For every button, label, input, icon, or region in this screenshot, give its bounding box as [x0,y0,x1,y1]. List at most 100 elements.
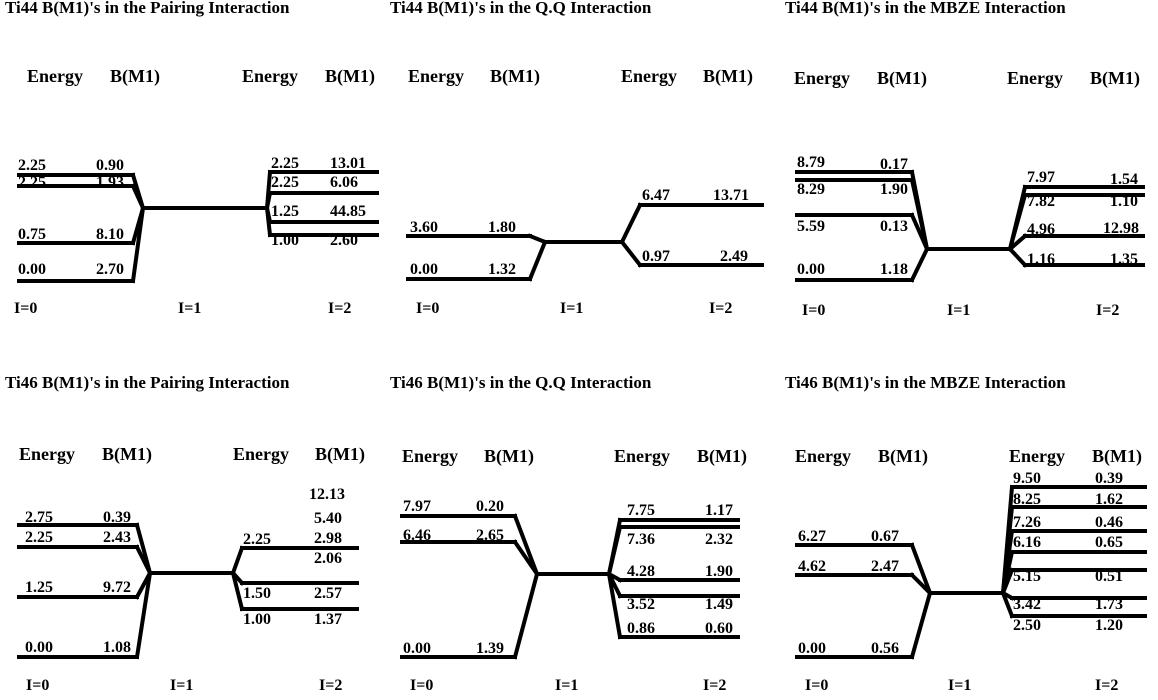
header-bm1-left: B(M1) [878,446,928,466]
level-energy: 6.27 [798,528,826,545]
header-energy-left: Energy [19,444,75,464]
level-bm1: 0.51 [1095,568,1123,585]
level-bm1: 1.37 [314,611,342,628]
level-energy: 7.97 [1027,169,1055,186]
level-energy: 1.00 [243,611,271,628]
level-energy: 2.25 [18,174,46,191]
level-bm1: 1.49 [705,596,733,613]
level-bm1: 0.60 [705,620,733,637]
level-bm1: 1.80 [488,219,516,236]
level-energy: 0.00 [410,261,438,278]
level-bm1: 0.17 [880,156,908,173]
level-energy: 7.36 [627,531,655,548]
level-scheme [795,484,1147,660]
level-bm1: 2.57 [314,585,342,602]
header-bm1-left: B(M1) [490,66,540,86]
level-bm1: 1.18 [880,261,908,278]
level-energy: 9.50 [1013,470,1041,487]
level-energy: 7.82 [1027,193,1055,210]
level-bm1: 0.67 [871,528,899,545]
level-bm1: 44.85 [330,203,366,220]
level-energy: 4.62 [798,558,826,575]
level-bm1: 1.35 [1110,251,1138,268]
header-energy-left: Energy [402,446,458,466]
spin-label-i0: I=0 [802,302,826,319]
level-energy: 8.29 [797,181,825,198]
level-energy: 4.96 [1027,221,1055,238]
spin-label-i2: I=2 [1095,677,1119,694]
header-energy-right: Energy [1009,446,1065,466]
level-bm1: 1.20 [1095,617,1123,634]
panel-title: Ti46 B(M1)'s in the MBZE Interaction [785,373,1066,392]
level-energy: 6.16 [1013,534,1041,551]
header-energy-left: Energy [27,66,83,86]
panel-ti46-pairing: Ti46 B(M1)'s in the Pairing Interaction … [5,373,390,700]
header-bm1-right: B(M1) [1092,446,1142,466]
level-bm1: 8.10 [96,226,124,243]
level-energy: 5.59 [797,218,825,235]
spin-label-i2: I=2 [319,677,343,694]
level-energy: 2.25 [18,157,46,174]
extra-bm1-label: 5.40 [314,510,342,527]
level-bm1: 12.98 [1103,220,1139,237]
level-bm1: 1.93 [96,174,124,191]
level-energy: 2.25 [271,155,299,172]
level-energy: 8.25 [1013,491,1041,508]
level-bm1: 13.71 [713,187,749,204]
level-energy: 3.60 [410,219,438,236]
level-bm1: 0.65 [1095,534,1123,551]
level-bm1: 1.10 [1110,193,1138,210]
header-bm1-left: B(M1) [484,446,534,466]
level-bm1: 0.56 [871,640,899,657]
header-energy-left: Energy [794,68,850,88]
panel-ti46-qq: Ti46 B(M1)'s in the Q.Q Interaction Ener… [390,373,775,700]
panel-title: Ti46 B(M1)'s in the Pairing Interaction [5,373,290,392]
panel-ti44-qq: Ti44 B(M1)'s in the Q.Q Interaction Ener… [390,0,775,330]
level-bm1: 2.47 [871,558,899,575]
level-bm1: 2.70 [96,261,124,278]
level-energy: 1.16 [1027,251,1055,268]
spin-label-i1: I=1 [947,302,971,319]
spin-label-i1: I=1 [560,300,584,317]
panel-title: Ti44 B(M1)'s in the Q.Q Interaction [390,0,652,17]
level-scheme [406,202,764,282]
header-energy-left: Energy [408,66,464,86]
level-energy: 1.25 [25,579,53,596]
level-bm1: 1.62 [1095,491,1123,508]
level-bm1: 2.98 [314,530,342,547]
level-bm1: 1.73 [1095,596,1123,613]
level-bm1: 2.65 [476,527,504,544]
spin-label-i0: I=0 [410,677,434,694]
header-bm1-left: B(M1) [110,66,160,86]
level-energy: 0.00 [798,640,826,657]
level-energy: 7.75 [627,502,655,519]
header-bm1-left: B(M1) [102,444,152,464]
level-bm1: 1.32 [488,261,516,278]
panel-ti44-pairing: Ti44 B(M1)'s in the Pairing Interaction … [5,0,390,330]
level-energy: 0.00 [797,261,825,278]
level-energy: 0.86 [627,620,655,637]
level-energy: 7.97 [403,498,431,515]
panel-title: Ti46 B(M1)'s in the Q.Q Interaction [390,373,652,392]
level-bm1: 6.06 [330,174,358,191]
panel-title: Ti44 B(M1)'s in the MBZE Interaction [785,0,1066,17]
level-energy: 1.25 [271,203,299,220]
level-energy: 2.25 [243,531,271,548]
level-bm1: 2.49 [720,248,748,265]
level-energy: 1.00 [271,232,299,249]
level-energy: 0.00 [403,640,431,657]
level-bm1: 0.13 [880,218,908,235]
header-energy-right: Energy [621,66,677,86]
level-scheme [795,169,1145,283]
level-bm1: 2.43 [103,529,131,546]
level-bm1: 1.08 [103,639,131,656]
level-energy: 0.75 [18,226,46,243]
panel-ti46-mbze: Ti46 B(M1)'s in the MBZE Interaction Ene… [785,373,1158,700]
extra-bm1-label: 2.06 [314,550,342,567]
level-bm1: 2.60 [330,232,358,249]
level-energy: 1.50 [243,585,271,602]
spin-label-i0: I=0 [805,677,829,694]
spin-label-i0: I=0 [416,300,440,317]
level-energy: 6.47 [642,187,670,204]
spin-label-i1: I=1 [178,300,202,317]
